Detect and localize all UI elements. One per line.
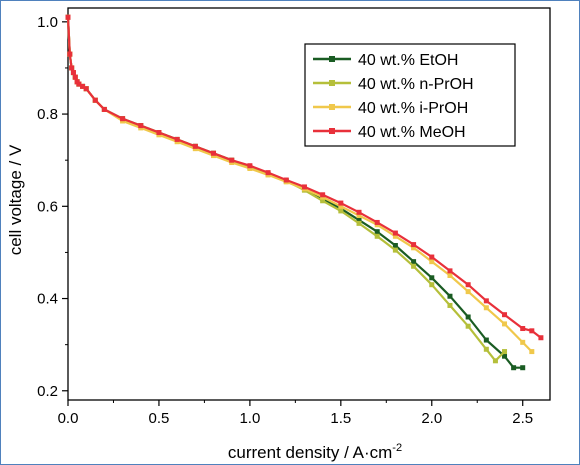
legend-label: 40 wt.% n-PrOH — [358, 76, 474, 93]
data-point — [338, 200, 344, 206]
data-point — [356, 220, 362, 226]
data-point — [374, 219, 380, 225]
x-axis-title: current density / A·cm-2 — [228, 442, 402, 462]
data-point — [174, 136, 180, 142]
y-tick-label: 0.6 — [37, 198, 58, 215]
legend-label: 40 wt.% EtOH — [358, 52, 458, 69]
data-point — [338, 203, 344, 209]
data-point — [502, 353, 508, 359]
data-point — [429, 282, 435, 288]
data-point — [138, 123, 144, 129]
legend-item: 40 wt.% EtOH — [313, 52, 458, 69]
legend-item: 40 wt.% i-PrOH — [313, 100, 468, 117]
data-point — [229, 157, 235, 163]
data-point — [265, 170, 271, 176]
data-point — [411, 245, 417, 251]
data-point — [120, 116, 126, 122]
y-tick-label: 0.8 — [37, 106, 58, 123]
data-point — [247, 165, 253, 171]
x-tick-label: 1.5 — [330, 410, 351, 427]
data-point — [101, 106, 107, 112]
data-point — [392, 230, 398, 236]
x-tick-label: 0.0 — [58, 410, 79, 427]
data-point — [520, 326, 526, 332]
data-point — [356, 209, 362, 215]
data-point — [247, 163, 253, 169]
data-point — [156, 130, 162, 136]
data-point — [447, 268, 453, 274]
data-point — [511, 365, 517, 371]
data-point — [465, 282, 471, 288]
data-point — [447, 302, 453, 308]
legend-swatch-marker — [329, 80, 335, 86]
data-point — [76, 81, 82, 87]
series-4 — [65, 14, 544, 341]
data-point — [211, 150, 217, 156]
data-point — [69, 65, 75, 71]
data-point — [447, 272, 453, 278]
data-point — [283, 177, 289, 183]
data-point — [502, 321, 508, 327]
x-tick-label: 0.5 — [149, 410, 170, 427]
data-point — [465, 289, 471, 295]
data-point — [70, 70, 76, 76]
data-point — [356, 213, 362, 219]
data-point — [411, 259, 417, 265]
data-point — [80, 83, 86, 89]
data-point — [72, 74, 78, 80]
data-point — [492, 358, 498, 364]
data-point — [502, 312, 508, 318]
data-point — [529, 349, 535, 355]
legend-label: 40 wt.% MeOH — [358, 124, 466, 141]
data-point — [356, 217, 362, 223]
data-point — [520, 339, 526, 345]
data-point — [392, 233, 398, 239]
data-point — [392, 243, 398, 249]
data-point — [520, 365, 526, 371]
data-point — [529, 328, 535, 334]
data-point — [483, 298, 489, 304]
data-point — [465, 314, 471, 320]
legend-item: 40 wt.% MeOH — [313, 124, 466, 141]
data-point — [483, 346, 489, 352]
legend-item: 40 wt.% n-PrOH — [313, 76, 474, 93]
data-point — [83, 86, 89, 92]
plot-area-border — [67, 7, 551, 401]
data-point — [483, 337, 489, 343]
legend-label: 40 wt.% i-PrOH — [358, 100, 468, 117]
data-point — [429, 259, 435, 265]
legend-swatch-marker — [329, 128, 335, 134]
data-point — [320, 192, 326, 198]
data-point — [411, 263, 417, 269]
y-tick-label: 1.0 — [37, 14, 58, 31]
data-point — [374, 233, 380, 239]
data-point — [502, 349, 508, 355]
data-point — [320, 198, 326, 204]
legend-box — [304, 43, 516, 147]
data-point — [301, 184, 307, 190]
data-point — [411, 242, 417, 248]
x-tick-label: 2.0 — [421, 410, 442, 427]
data-point — [392, 247, 398, 253]
data-point — [67, 51, 73, 57]
data-point — [447, 293, 453, 299]
data-point — [429, 275, 435, 281]
legend-swatch-marker — [329, 104, 335, 110]
y-tick-label: 0.4 — [37, 291, 58, 308]
data-point — [483, 305, 489, 311]
data-point — [65, 14, 71, 20]
x-tick-label: 1.0 — [239, 410, 260, 427]
data-point — [192, 143, 198, 149]
y-axis-title: cell voltage / V — [6, 144, 25, 255]
data-point — [338, 208, 344, 214]
data-point — [538, 335, 544, 341]
data-point — [92, 97, 98, 103]
legend-swatch-marker — [329, 56, 335, 62]
data-point — [374, 229, 380, 235]
x-tick-label: 2.5 — [512, 410, 533, 427]
y-tick-label: 0.2 — [37, 383, 58, 400]
data-point — [465, 323, 471, 329]
data-point — [429, 254, 435, 260]
